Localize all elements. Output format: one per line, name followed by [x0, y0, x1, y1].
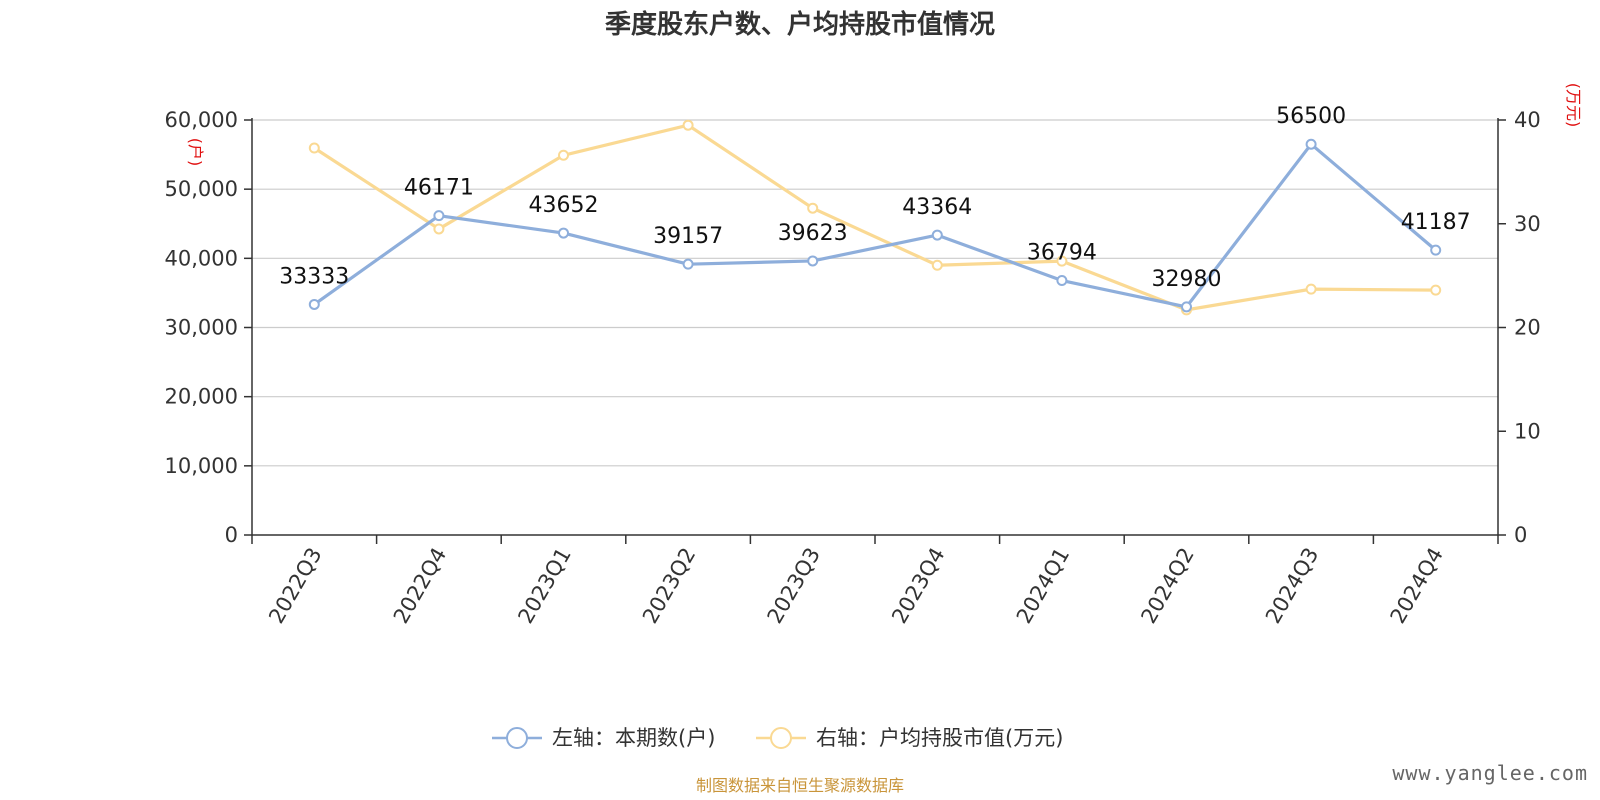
series-lines: [308, 119, 1442, 316]
x-tick-label: 2022Q4: [389, 544, 451, 628]
data-point-avg-market-value[interactable]: [682, 119, 694, 131]
data-point-avg-market-value[interactable]: [807, 202, 819, 214]
left-tick-label: 50,000: [165, 177, 238, 201]
left-tick-label: 10,000: [165, 454, 238, 478]
data-label: 56500: [1276, 104, 1346, 129]
data-point-shareholders[interactable]: [558, 227, 569, 239]
data-label: 43364: [902, 195, 972, 220]
data-labels: 33333 46171 43652 39157 39623 43364 36794 32980…: [279, 104, 1470, 292]
right-tick-label: 0: [1514, 523, 1527, 547]
data-point-avg-market-value[interactable]: [1430, 284, 1442, 296]
data-point-shareholders[interactable]: [1056, 275, 1068, 287]
gridlines: [252, 119, 1498, 467]
data-label: 43652: [529, 193, 599, 218]
left-axis-unit: (户): [186, 138, 205, 167]
legend-marker-right: [770, 727, 792, 749]
x-tick-label: 2024Q3: [1261, 544, 1323, 628]
data-point-avg-market-value[interactable]: [931, 259, 943, 271]
source-note: 制图数据来自恒生聚源数据库: [696, 776, 904, 795]
x-tick-label: 2023Q3: [763, 544, 825, 628]
data-point-shareholders[interactable]: [1181, 301, 1192, 313]
data-label: 33333: [279, 264, 349, 289]
legend[interactable]: 左轴：本期数(户) 右轴：户均持股市值(万元): [492, 726, 1063, 750]
legend-label-left: 左轴：本期数(户): [552, 726, 715, 750]
data-point-shareholders[interactable]: [682, 258, 694, 270]
series-line-shareholders: [313, 142, 1437, 309]
x-tick-label: 2024Q1: [1012, 544, 1074, 628]
x-tick-label: 2023Q2: [638, 544, 700, 628]
left-tick-label: 20,000: [165, 385, 238, 409]
data-label: 39157: [653, 224, 723, 249]
right-axis-ticks: 0 10 20 30 40: [1498, 108, 1541, 547]
left-axis-ticks: 0 10,000 20,000 30,000 40,000 50,000 60,000: [165, 108, 252, 547]
series-line-avg-market-value: [313, 123, 1436, 312]
x-tick-label: 2022Q3: [264, 544, 326, 628]
data-point-shareholders[interactable]: [1305, 138, 1317, 150]
right-tick-label: 40: [1514, 108, 1541, 132]
legend-marker-left: [506, 727, 528, 749]
left-tick-label: 40,000: [165, 246, 238, 270]
left-tick-label: 0: [225, 523, 238, 547]
data-point-avg-market-value[interactable]: [433, 223, 445, 235]
data-point-shareholders[interactable]: [1430, 244, 1442, 256]
chart-title: 季度股东户数、户均持股市值情况: [605, 9, 995, 40]
legend-label-right: 右轴：户均持股市值(万元): [816, 726, 1063, 750]
x-tick-label: 2024Q4: [1386, 544, 1448, 628]
left-tick-label: 30,000: [165, 316, 238, 340]
data-point-shareholders[interactable]: [931, 229, 943, 241]
right-tick-label: 10: [1514, 419, 1541, 443]
data-label: 36794: [1027, 241, 1097, 266]
x-tick-label: 2023Q4: [887, 544, 949, 628]
left-tick-label: 60,000: [165, 108, 238, 132]
data-point-shareholders[interactable]: [433, 210, 445, 222]
legend-item-right-series[interactable]: 右轴：户均持股市值(万元): [756, 726, 1063, 750]
data-point-avg-market-value[interactable]: [558, 149, 569, 161]
data-point-avg-market-value[interactable]: [1305, 283, 1317, 295]
x-axis-ticks: 2022Q3 2022Q4 2023Q1 2023Q2 2023Q3 2023Q4 2024…: [251, 535, 1499, 628]
data-label: 32980: [1152, 267, 1222, 292]
data-label: 39623: [778, 221, 848, 246]
data-point-shareholders[interactable]: [807, 255, 819, 267]
right-tick-label: 20: [1514, 316, 1541, 340]
watermark: www.yanglee.com: [1392, 761, 1588, 785]
data-label: 41187: [1401, 210, 1471, 235]
data-point-avg-market-value[interactable]: [308, 142, 320, 154]
right-axis-unit: (万元): [1564, 83, 1583, 128]
data-label: 46171: [404, 176, 474, 201]
x-tick-label: 2023Q1: [513, 544, 575, 628]
data-point-shareholders[interactable]: [308, 298, 320, 310]
right-tick-label: 30: [1514, 212, 1541, 236]
x-tick-label: 2024Q2: [1136, 544, 1198, 628]
data-point-avg-market-value[interactable]: [1056, 255, 1068, 267]
legend-item-left-series[interactable]: 左轴：本期数(户): [492, 726, 715, 750]
